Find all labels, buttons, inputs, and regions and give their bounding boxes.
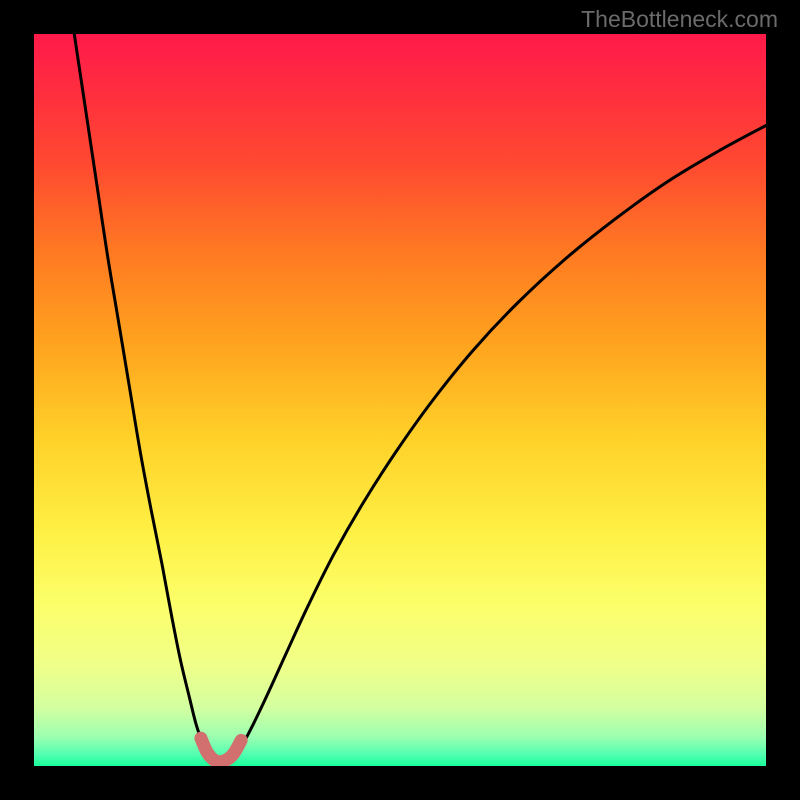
plot-area (34, 34, 766, 766)
gradient-background (34, 34, 766, 766)
watermark-text: TheBottleneck.com (581, 6, 778, 33)
plot-svg (34, 34, 766, 766)
chart-container: TheBottleneck.com (0, 0, 800, 800)
